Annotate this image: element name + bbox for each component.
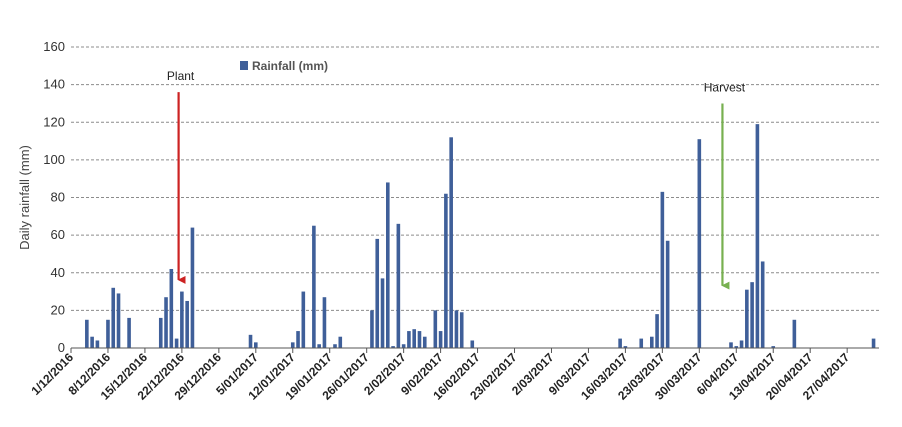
rainfall-bar [449,137,453,348]
rainfall-bar [106,319,110,348]
annotation-label: Harvest [704,80,746,94]
rainfall-bar [322,297,327,348]
rainfall-bar [391,346,395,348]
rainfall-bar [433,310,438,348]
rainfall-bar [401,344,406,348]
rainfall-bar [745,289,749,348]
rainfall-bar [127,317,131,348]
rainfall-bar [174,338,179,348]
rainfall-bar [618,338,622,348]
rainfall-bar [734,346,739,348]
rainfall-bar [116,293,121,348]
rainfall-bar [750,282,754,348]
y-axis-ticks: 0 20 40 60 80 100 120 140 160 [43,39,65,355]
rainfall-bar [417,331,422,348]
rainfall-bar [438,331,443,348]
rainfall-bar [386,182,390,348]
rainfall-bar [312,225,316,348]
rainfall-bar [412,329,416,348]
rainfall-bar [396,223,401,348]
rainfall-bar [792,319,797,348]
rainfall-bar [301,291,306,348]
legend: Rainfall (mm) [240,59,328,73]
y-tick-label: 120 [43,114,65,129]
rainfall-bar [95,340,100,348]
rainfall-bar [254,342,258,348]
legend-label: Rainfall (mm) [252,59,328,73]
y-tick-label: 40 [51,265,65,280]
y-tick-label: 20 [51,302,65,317]
rainfall-bar [407,331,411,348]
rainfall-bar [459,312,464,348]
y-tick-label: 140 [43,77,65,92]
y-tick-label: 60 [51,227,65,242]
rainfall-bar [333,344,337,348]
rainfall-bar [660,191,665,348]
rainfall-bar [85,319,89,348]
y-tick-label: 0 [58,340,65,355]
y-axis-title: Daily rainfall (mm) [17,145,32,250]
rainfall-bar [290,342,295,348]
rainfall-bar [639,338,644,348]
rainfall-bar [169,268,174,348]
rainfall-bar [729,342,733,348]
rainfall-bar [650,336,654,348]
y-tick-label: 80 [51,190,65,205]
annotations: Plant Harvest [167,69,746,290]
rainfall-bar [771,346,776,348]
rainfall-bar [444,193,448,348]
rainfall-bar [164,297,168,348]
rainfall-bar [338,336,343,348]
rainfall-bar [158,317,163,348]
rainfall-bar [739,340,744,348]
rainfall-bar [296,331,300,348]
rainfall-bar [111,287,116,348]
rainfall-bar [190,227,195,348]
rainfall-bar [454,310,459,348]
legend-swatch [240,61,248,70]
rainfall-bar [317,344,321,348]
rainfall-bar [470,340,475,348]
y-tick-label: 100 [43,152,65,167]
rainfall-bar [375,238,380,348]
rainfall-bar [90,336,94,348]
annotation-label: Plant [167,69,195,83]
rainfall-bar [697,139,702,348]
rainfall-bar [380,278,385,348]
rainfall-bar [755,124,760,348]
rainfall-bar [655,314,659,348]
rainfall-bar [370,310,374,348]
y-tick-label: 160 [43,39,65,54]
rainfall-bar [623,346,628,348]
rainfall-bar [871,338,876,348]
rainfall-bar [180,291,184,348]
rainfall-bar [248,334,253,348]
rainfall-bar [185,300,189,348]
rainfall-bar [665,240,670,348]
bars [85,124,876,348]
x-axis-ticks: 1/12/20168/12/201615/12/201622/12/201629… [28,348,853,403]
rainfall-bar [760,261,765,348]
rainfall-bar [422,336,427,348]
